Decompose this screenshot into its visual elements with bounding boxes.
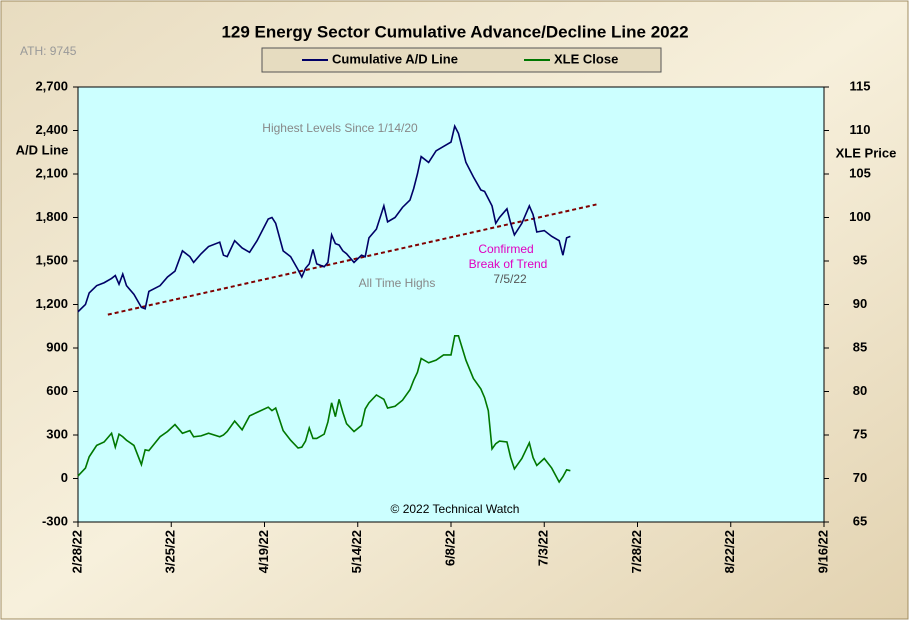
annotation: Confirmed [478,242,533,256]
y2-tick-label: 90 [853,296,867,311]
x-tick-label: 6/8/22 [442,530,457,566]
y-tick-label: 2,100 [35,165,68,180]
x-tick-label: 3/25/22 [163,530,178,573]
annotation: Break of Trend [469,257,548,271]
y-tick-label: 2,700 [35,78,68,93]
y2-tick-label: 85 [853,339,867,354]
legend [261,47,662,73]
annotation: 7/5/22 [493,272,527,286]
y2-tick-label: 110 [850,122,871,137]
legend-label: XLE Close [554,51,618,66]
x-tick-label: 8/22/22 [722,530,737,573]
y2-tick-label: 105 [849,165,871,180]
annotation: ATH: 9745 [20,44,77,58]
x-tick-label: 7/3/22 [536,530,551,566]
annotation: All Time Highs [359,276,436,290]
x-tick-label: 9/16/22 [815,530,830,573]
y-tick-label: 300 [46,426,68,441]
y-tick-label: 1,200 [35,296,68,311]
y2-tick-label: 70 [853,470,867,485]
y-axis-label: A/D Line [16,142,69,157]
x-tick-label: 5/14/22 [349,530,364,573]
y2-tick-label: 75 [853,426,867,441]
legend-label: Cumulative A/D Line [332,51,458,66]
y-tick-label: 1,500 [35,252,68,267]
plot-area [77,86,825,523]
series-line [77,123,571,313]
x-tick-label: 2/28/22 [69,530,84,573]
y2-tick-label: 100 [849,209,871,224]
y-tick-label: -300 [42,513,68,528]
y-tick-label: 1,800 [35,209,68,224]
y-tick-label: 0 [61,470,68,485]
y2-axis-label: XLE Price [836,145,897,160]
annotation: Highest Levels Since 1/14/20 [262,121,418,135]
y2-tick-label: 80 [853,383,867,398]
chart-title: 129 Energy Sector Cumulative Advance/Dec… [221,22,688,41]
annotation: © 2022 Technical Watch [391,502,520,516]
y-tick-label: 900 [46,339,68,354]
x-tick-label: 7/28/22 [629,530,644,573]
y2-tick-label: 95 [853,252,867,267]
y-tick-label: 2,400 [35,122,68,137]
y2-tick-label: 115 [850,78,871,93]
y-tick-label: 600 [46,383,68,398]
y2-tick-label: 65 [853,513,867,528]
x-tick-label: 4/19/22 [256,530,271,573]
series-line [77,335,571,484]
